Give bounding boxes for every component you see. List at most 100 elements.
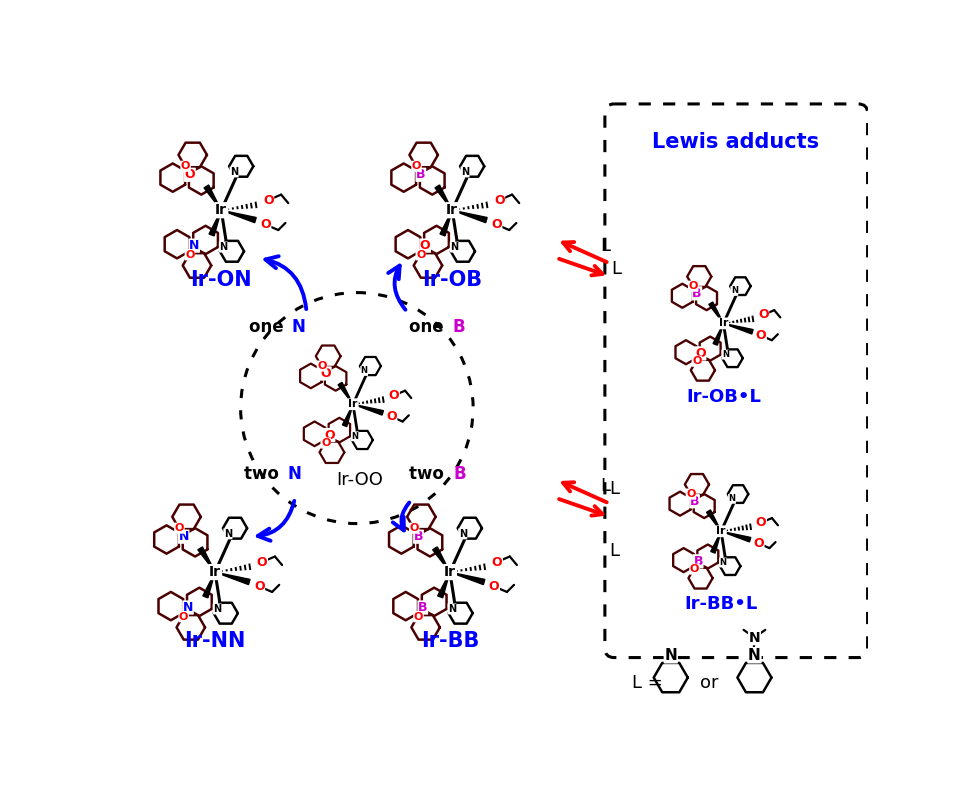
Text: O: O [692, 356, 702, 367]
Polygon shape [209, 210, 222, 236]
Text: N: N [189, 239, 200, 252]
Text: N: N [749, 630, 761, 645]
Text: O: O [324, 428, 335, 442]
Text: O: O [756, 516, 766, 529]
Text: O: O [254, 580, 264, 593]
FancyArrowPatch shape [257, 501, 294, 541]
Text: O: O [174, 523, 184, 533]
Polygon shape [202, 572, 215, 597]
Text: N: N [719, 558, 727, 567]
Text: O: O [686, 489, 696, 499]
Text: Ir: Ir [215, 203, 228, 217]
Polygon shape [709, 302, 723, 323]
Text: N: N [722, 350, 729, 359]
Polygon shape [713, 323, 723, 345]
Polygon shape [435, 185, 452, 210]
Text: O: O [185, 250, 195, 260]
Text: O: O [256, 556, 267, 569]
Text: Lewis adducts: Lewis adducts [653, 132, 819, 152]
Text: L =: L = [632, 674, 668, 692]
Text: N: N [220, 242, 228, 252]
Polygon shape [204, 185, 222, 210]
Text: N: N [731, 286, 737, 295]
Text: Ir-NN: Ir-NN [184, 631, 246, 651]
Text: O: O [263, 194, 274, 207]
Text: B: B [414, 530, 423, 543]
Text: Ir: Ir [443, 565, 456, 579]
Text: B: B [692, 287, 702, 300]
Polygon shape [353, 404, 384, 415]
Text: O: O [753, 537, 763, 550]
Text: O: O [387, 410, 397, 423]
Text: two: two [244, 464, 284, 483]
Text: N: N [450, 242, 459, 252]
Text: O: O [260, 218, 271, 231]
Text: or: or [700, 674, 719, 692]
Text: N: N [351, 431, 359, 441]
Text: Ir: Ir [446, 203, 458, 217]
Text: O: O [412, 161, 421, 172]
Text: N: N [230, 167, 238, 177]
Text: Ir-BB: Ir-BB [420, 631, 479, 651]
Polygon shape [342, 404, 353, 427]
Text: O: O [321, 438, 331, 448]
Polygon shape [440, 210, 452, 236]
Polygon shape [721, 531, 751, 542]
Text: Ir-OO: Ir-OO [335, 471, 383, 488]
Text: O: O [179, 612, 188, 622]
Text: N: N [361, 367, 367, 375]
Text: O: O [690, 564, 699, 574]
Text: O: O [489, 580, 499, 593]
Text: Ir-BB•L: Ir-BB•L [684, 595, 758, 614]
Text: O: O [320, 367, 331, 380]
Text: N: N [664, 648, 677, 662]
Polygon shape [222, 210, 256, 223]
Text: O: O [414, 612, 423, 622]
Polygon shape [215, 572, 250, 585]
Polygon shape [450, 572, 485, 585]
Text: B: B [693, 555, 703, 568]
Polygon shape [723, 323, 753, 334]
Text: O: O [494, 194, 504, 207]
Text: N: N [461, 167, 469, 177]
Text: N: N [183, 601, 193, 614]
Polygon shape [433, 547, 450, 572]
Text: N: N [287, 464, 301, 483]
Text: B: B [416, 168, 425, 181]
Text: Ir: Ir [348, 399, 358, 409]
Text: N: N [178, 530, 189, 543]
Text: O: O [688, 282, 698, 291]
Text: Ir: Ir [716, 526, 726, 537]
Text: O: O [491, 218, 501, 231]
Text: L: L [609, 541, 619, 560]
Text: N: N [448, 604, 456, 614]
Text: O: O [184, 168, 195, 181]
Text: one: one [409, 318, 449, 336]
Polygon shape [438, 572, 450, 597]
Polygon shape [707, 510, 721, 531]
Text: L: L [609, 480, 619, 498]
Text: N: N [292, 318, 306, 336]
FancyArrowPatch shape [392, 503, 410, 530]
Text: Ir-OB: Ir-OB [422, 269, 482, 290]
Text: L: L [611, 261, 622, 278]
Text: O: O [317, 361, 327, 371]
Polygon shape [452, 210, 487, 223]
Text: O: O [181, 161, 190, 172]
Text: L: L [600, 237, 610, 254]
Text: L: L [600, 477, 610, 495]
Text: N: N [729, 494, 736, 504]
Text: O: O [410, 523, 419, 533]
Text: two: two [409, 464, 449, 483]
Text: Ir-OB•L: Ir-OB•L [686, 387, 761, 406]
Text: O: O [416, 250, 425, 260]
Text: B: B [453, 318, 466, 336]
Text: one: one [249, 318, 289, 336]
Text: Ir: Ir [719, 318, 728, 328]
Text: B: B [690, 495, 699, 508]
Text: Ir: Ir [209, 565, 221, 579]
Text: Ir-ON: Ir-ON [191, 269, 252, 290]
Text: B: B [454, 464, 467, 483]
Text: O: O [695, 347, 706, 360]
Polygon shape [338, 383, 353, 404]
